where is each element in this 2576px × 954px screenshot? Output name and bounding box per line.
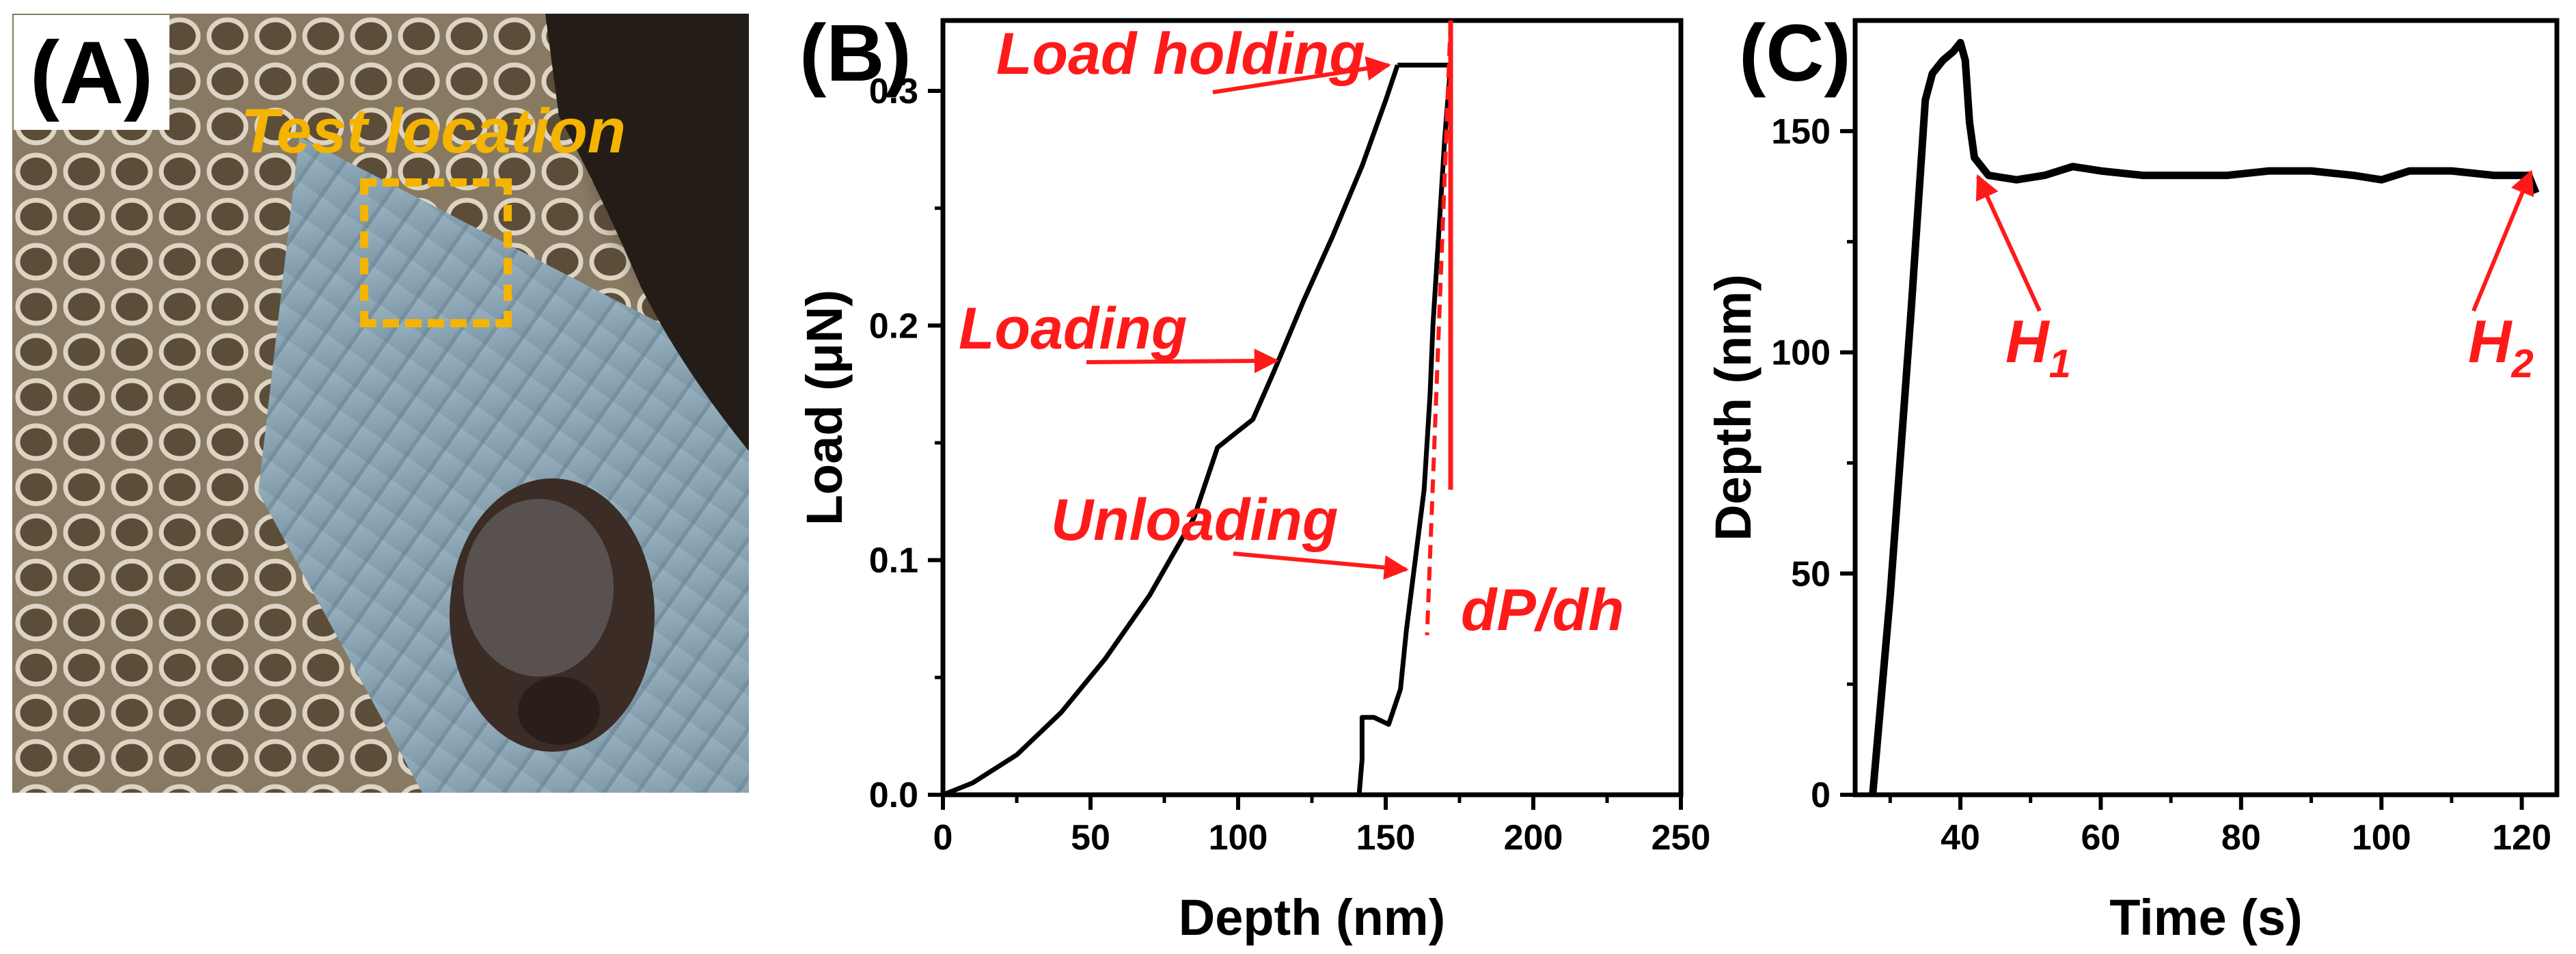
y-tick-label-b: 0.1 bbox=[869, 541, 918, 581]
x-tick-label-c: 120 bbox=[2492, 818, 2551, 858]
plot-frame-c bbox=[1855, 21, 2557, 795]
annotation-unloading: Unloading bbox=[1051, 487, 1338, 553]
annotation-dpdh: dP/dh bbox=[1461, 577, 1624, 643]
x-tick-label-c: 40 bbox=[1941, 818, 1980, 858]
panel-label-c: (C) bbox=[1739, 8, 1851, 98]
x-tick-label-b: 100 bbox=[1209, 818, 1268, 858]
arrow-unloading bbox=[1233, 554, 1406, 569]
chart-c: 40 60 80 100 120 0 50 100 150 Time (s) Depth (nm) (… bbox=[1705, 8, 2557, 946]
y-tick-label-c: 0 bbox=[1811, 776, 1831, 815]
x-tick-label-c: 60 bbox=[2081, 818, 2121, 858]
charts-canvas: 0 50 100 150 200 2500.00.10.20.3Depth (nm)Loa… bbox=[0, 0, 2576, 954]
y-tick-label-c: 50 bbox=[1791, 554, 1831, 594]
series-loading bbox=[943, 65, 1397, 795]
h1-main: H bbox=[2005, 308, 2051, 375]
plot-frame-b bbox=[943, 21, 1681, 795]
h2-main: H bbox=[2468, 308, 2513, 375]
x-tick-label-b: 150 bbox=[1356, 818, 1416, 858]
arrow-loading bbox=[1086, 361, 1276, 362]
y-tick-label-b: 0.0 bbox=[869, 776, 918, 815]
arrow-h1 bbox=[1978, 176, 2040, 311]
h2-subscript: 2 bbox=[2511, 342, 2534, 386]
y-tick-label-c: 100 bbox=[1771, 333, 1831, 373]
x-tick-label-c: 80 bbox=[2221, 818, 2261, 858]
annotation-loading: Loading bbox=[959, 296, 1187, 362]
y-axis-label-b: Load (μN) bbox=[796, 290, 853, 526]
x-tick-label-b: 250 bbox=[1652, 818, 1711, 858]
y-tick-label-c: 150 bbox=[1771, 112, 1831, 152]
series-unloading bbox=[1359, 65, 1451, 795]
x-tick-label-b: 0 bbox=[933, 818, 953, 858]
annotation-h1: H1 bbox=[2005, 308, 2071, 386]
x-tick-label-b: 200 bbox=[1504, 818, 1563, 858]
x-axis-label-c: Time (s) bbox=[2109, 889, 2302, 946]
y-tick-label-b: 0.2 bbox=[869, 306, 918, 346]
annotation-h2: H2 bbox=[2468, 308, 2534, 386]
x-tick-label-b: 50 bbox=[1071, 818, 1110, 858]
series-depth bbox=[1873, 42, 2536, 795]
h1-subscript: 1 bbox=[2049, 342, 2071, 386]
x-axis-label-b: Depth (nm) bbox=[1179, 889, 1446, 946]
arrow-h2 bbox=[2474, 172, 2531, 311]
figure: (A) Test location 0 50 100 150 200 250 0.0 0.1 0… bbox=[0, 0, 2576, 954]
panel-label-b: (B) bbox=[799, 8, 912, 98]
y-axis-label-c: Depth (nm) bbox=[1705, 274, 1762, 541]
x-tick-label-c: 100 bbox=[2352, 818, 2411, 858]
